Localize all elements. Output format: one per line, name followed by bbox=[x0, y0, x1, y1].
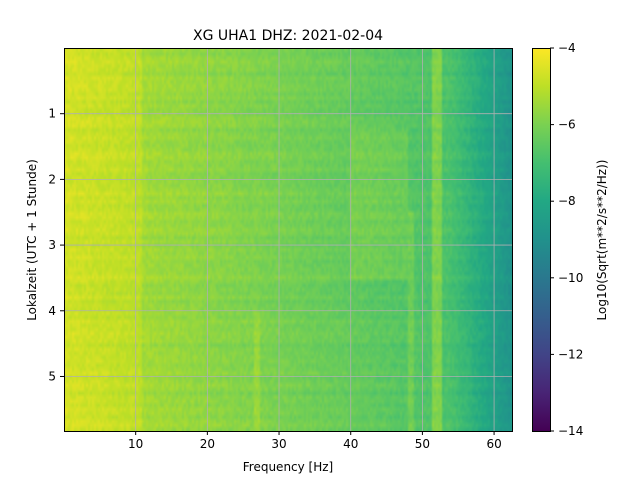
x-axis-label: Frequency [Hz] bbox=[243, 460, 334, 474]
colorbar-gradient bbox=[532, 48, 550, 431]
colorbar-tick-label: −10 bbox=[558, 271, 583, 285]
y-tick-label: 5 bbox=[48, 369, 56, 383]
spectrogram-plot bbox=[64, 48, 513, 432]
y-tick-label: 4 bbox=[48, 304, 56, 318]
colorbar-tick-label: −4 bbox=[558, 41, 576, 55]
x-tick-label: 10 bbox=[128, 437, 143, 451]
spectrogram-heatmap bbox=[64, 48, 512, 431]
colorbar-tick-label: −6 bbox=[558, 118, 576, 132]
y-tick-label: 1 bbox=[48, 107, 56, 121]
colorbar-tick-label: −12 bbox=[558, 347, 583, 361]
y-axis-label: Lokalzeit (UTC + 1 Stunde) bbox=[25, 159, 39, 321]
spectrogram-image bbox=[64, 48, 512, 431]
chart-title: XG UHA1 DHZ: 2021-02-04 bbox=[193, 28, 383, 44]
colorbar-frame bbox=[532, 48, 551, 432]
x-axis-ticks: 10 20 30 40 50 60 bbox=[128, 431, 502, 451]
x-tick-label: 40 bbox=[343, 437, 358, 451]
x-tick-label: 50 bbox=[415, 437, 430, 451]
x-tick-label: 20 bbox=[200, 437, 215, 451]
y-tick-label: 2 bbox=[48, 172, 56, 186]
y-tick-label: 3 bbox=[48, 238, 56, 252]
x-tick-label: 60 bbox=[486, 437, 501, 451]
colorbar-ticks: −4 −6 −8 −10 −12 −14 bbox=[550, 41, 583, 438]
colorbar-label: Log10(Sqrt(m**2/s**2/Hz)) bbox=[595, 160, 609, 321]
grid-lines bbox=[64, 48, 512, 431]
x-tick-label: 30 bbox=[271, 437, 286, 451]
colorbar-tick-label: −14 bbox=[558, 424, 583, 438]
colorbar-tick-label: −8 bbox=[558, 194, 576, 208]
y-axis-ticks: 1 2 3 4 5 bbox=[48, 107, 64, 383]
colorbar: −4 −6 −8 −10 −12 −14 Log10(Sqrt(m**2/s**2/Hz)… bbox=[532, 41, 609, 438]
plot-frame bbox=[64, 48, 513, 432]
